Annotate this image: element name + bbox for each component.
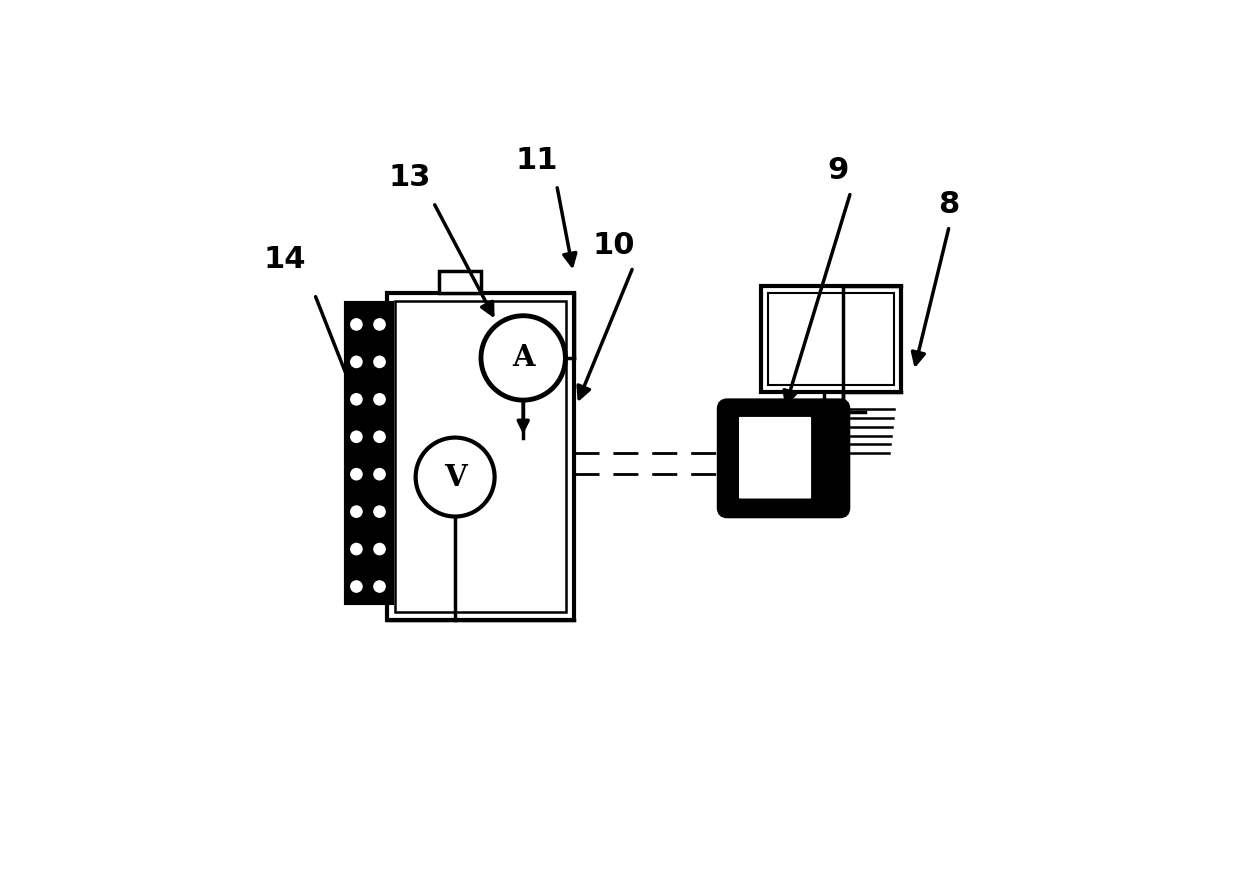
Text: 8: 8 <box>937 190 960 219</box>
Text: 10: 10 <box>593 231 635 260</box>
Circle shape <box>350 392 363 407</box>
Circle shape <box>350 505 363 519</box>
Circle shape <box>350 430 363 444</box>
Bar <box>439 271 481 293</box>
Bar <box>396 301 567 612</box>
Text: 11: 11 <box>516 146 558 175</box>
Circle shape <box>372 505 387 519</box>
Circle shape <box>350 354 363 369</box>
Text: 13: 13 <box>388 163 430 192</box>
Circle shape <box>372 317 387 332</box>
Circle shape <box>350 467 363 482</box>
Text: 9: 9 <box>827 156 849 186</box>
FancyBboxPatch shape <box>738 415 812 500</box>
Circle shape <box>372 430 387 444</box>
Circle shape <box>415 438 495 516</box>
Bar <box>346 303 393 603</box>
Circle shape <box>481 316 565 400</box>
Circle shape <box>832 459 837 464</box>
Circle shape <box>832 480 837 485</box>
Circle shape <box>372 579 387 594</box>
Bar <box>387 293 574 620</box>
Circle shape <box>832 437 837 442</box>
Circle shape <box>350 579 363 594</box>
Bar <box>769 293 894 385</box>
Bar <box>761 286 901 392</box>
FancyBboxPatch shape <box>719 400 848 516</box>
Circle shape <box>350 542 363 556</box>
Circle shape <box>372 542 387 556</box>
Circle shape <box>372 354 387 369</box>
Text: V: V <box>444 462 466 492</box>
Circle shape <box>350 317 363 332</box>
Text: A: A <box>512 343 534 372</box>
Text: 14: 14 <box>264 245 306 274</box>
Circle shape <box>372 467 387 482</box>
Circle shape <box>372 392 387 407</box>
